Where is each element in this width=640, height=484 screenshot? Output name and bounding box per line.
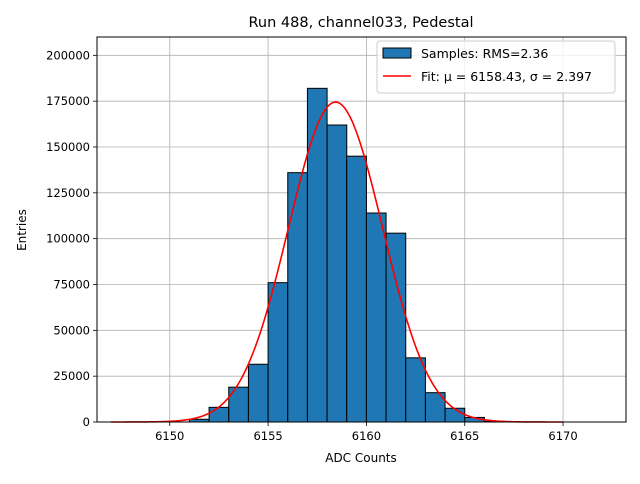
y-tick-label: 75000	[53, 278, 90, 292]
legend: Samples: RMS=2.36 Fit: μ = 6158.43, σ = …	[376, 40, 616, 94]
x-axis-label: ADC Counts	[325, 451, 397, 465]
y-axis-label: Entries	[15, 209, 29, 251]
plot-frame	[96, 36, 627, 423]
legend-histogram-label: Samples: RMS=2.36	[421, 46, 548, 61]
y-tick-label: 150000	[46, 140, 90, 154]
y-tick-label: 0	[83, 415, 90, 429]
y-tick-label: 125000	[46, 186, 90, 200]
x-tick-label: 6155	[253, 429, 282, 443]
histogram-bar	[287, 172, 308, 423]
histogram-bar	[247, 363, 269, 423]
y-tick-label: 25000	[53, 369, 90, 383]
x-tick-label: 6160	[352, 429, 381, 443]
histogram-bars	[188, 87, 505, 423]
legend-box	[376, 40, 616, 94]
histogram-bar	[208, 406, 230, 423]
x-tick-label: 6165	[450, 429, 479, 443]
y-tick-label: 100000	[46, 232, 90, 246]
x-tick-label: 6170	[548, 429, 577, 443]
y-tick-label: 50000	[53, 323, 90, 337]
chart-title: Run 488, channel033, Pedestal	[248, 15, 473, 31]
x-tick-label: 6150	[155, 429, 184, 443]
histogram-bar	[385, 232, 407, 423]
histogram-bar	[444, 407, 466, 423]
y-tick-label: 175000	[46, 94, 90, 108]
histogram-bar	[267, 282, 289, 423]
fit-curve	[110, 101, 564, 423]
y-axis-ticks: 0 25000 50000 75000 100000 125000 150000 175000…	[46, 48, 97, 429]
histogram-bar	[365, 212, 387, 423]
histogram-bar	[306, 87, 328, 423]
histogram-bar	[326, 124, 348, 423]
histogram-bar	[346, 155, 367, 423]
histogram-bar	[405, 357, 426, 423]
fit-curve-group	[110, 101, 564, 423]
legend-histogram-swatch	[382, 47, 412, 59]
legend-fit-label: Fit: μ = 6158.43, σ = 2.397	[421, 69, 592, 84]
x-axis-ticks: 6150 6155 6160 6165 6170	[155, 422, 578, 443]
y-tick-label: 200000	[46, 48, 90, 62]
